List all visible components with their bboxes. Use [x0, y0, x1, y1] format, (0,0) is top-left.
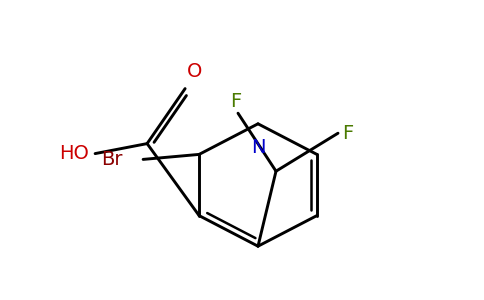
Text: Br: Br — [102, 150, 123, 169]
Text: O: O — [187, 61, 202, 81]
Text: F: F — [342, 124, 353, 143]
Text: N: N — [251, 138, 265, 157]
Text: HO: HO — [59, 144, 89, 163]
Text: F: F — [230, 92, 242, 111]
